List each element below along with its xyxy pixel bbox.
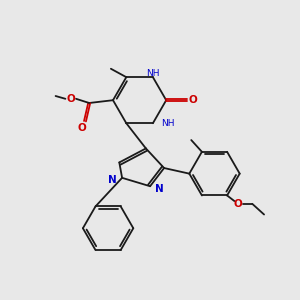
Text: N: N [108, 175, 117, 184]
Text: N: N [155, 184, 164, 194]
Text: NH: NH [161, 119, 174, 128]
Text: O: O [189, 95, 198, 105]
Text: O: O [78, 123, 87, 133]
Text: O: O [67, 94, 75, 104]
Text: NH: NH [146, 69, 160, 78]
Text: O: O [233, 199, 242, 209]
